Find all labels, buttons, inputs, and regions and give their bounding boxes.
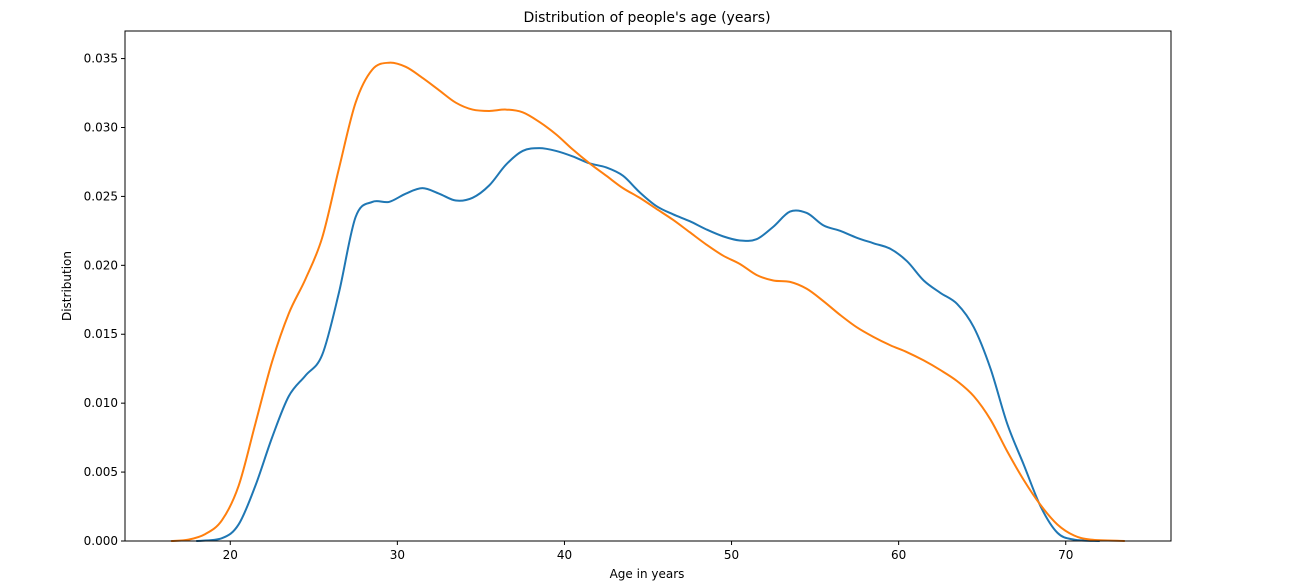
x-axis: 20 30 40 50 60 70 — [223, 541, 1073, 562]
y-axis: 0.000 0.005 0.010 0.015 0.020 0.025 0.030 0.035 — [84, 52, 125, 548]
density-line-1 — [195, 147, 1101, 542]
series-layer — [170, 61, 1126, 542]
y-tick-label: 0.035 — [84, 52, 118, 66]
y-tick-label: 0.015 — [84, 327, 118, 341]
y-tick-label: 0.020 — [84, 258, 118, 272]
x-tick-label: 70 — [1058, 548, 1073, 562]
density-line-2 — [170, 61, 1126, 542]
x-tick-label: 20 — [223, 548, 238, 562]
y-tick-label: 0.025 — [84, 189, 118, 203]
x-tick-label: 50 — [724, 548, 739, 562]
y-tick-label: 0.030 — [84, 120, 118, 134]
x-axis-title: Age in years — [610, 567, 685, 581]
plot-frame — [124, 30, 1172, 542]
x-tick-label: 60 — [891, 548, 906, 562]
y-tick-label: 0.005 — [84, 465, 118, 479]
x-tick-label: 40 — [557, 548, 572, 562]
y-tick-label: 0.000 — [84, 534, 118, 548]
chart-title: Distribution of people's age (years) — [523, 10, 770, 26]
y-tick-label: 0.010 — [84, 396, 118, 410]
x-tick-label: 30 — [390, 548, 405, 562]
y-axis-title: Distribution — [60, 251, 74, 321]
